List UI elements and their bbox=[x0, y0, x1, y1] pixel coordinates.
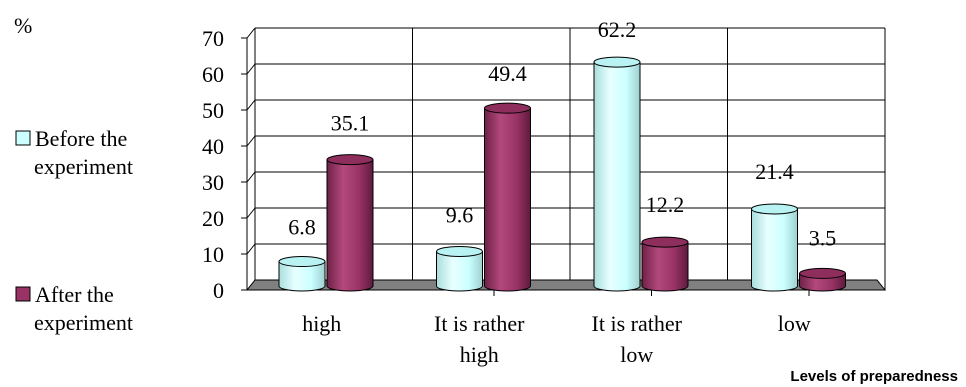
bar-top bbox=[641, 236, 689, 248]
y-axis: 0 10 20 30 40 50 60 70 bbox=[202, 26, 247, 303]
legend-label: After the bbox=[35, 282, 114, 307]
bar bbox=[751, 203, 798, 292]
bar bbox=[436, 245, 483, 292]
y-tick-label: 40 bbox=[202, 134, 224, 159]
bar-top bbox=[593, 56, 641, 68]
legend-label: experiment bbox=[34, 154, 133, 179]
y-tick-label: 70 bbox=[202, 26, 224, 51]
x-tick-label: high bbox=[302, 311, 341, 336]
data-label: 35.1 bbox=[331, 111, 370, 136]
x-tick-label: high bbox=[460, 342, 499, 367]
data-label: 12.2 bbox=[646, 192, 685, 217]
bar bbox=[484, 102, 531, 292]
bar-body bbox=[278, 261, 326, 292]
bar bbox=[593, 56, 641, 292]
y-tick-label: 20 bbox=[202, 206, 224, 231]
bar-body bbox=[326, 159, 374, 292]
data-label: 3.5 bbox=[809, 225, 837, 250]
data-label: 6.8 bbox=[288, 215, 316, 240]
bar bbox=[326, 154, 374, 292]
legend: Before the experiment After the experiment bbox=[15, 126, 133, 335]
x-tick-label: It is rather bbox=[434, 311, 525, 336]
bars bbox=[278, 56, 846, 292]
bar-body bbox=[751, 208, 798, 292]
gridline-h-side bbox=[246, 27, 256, 39]
x-tick-label: low bbox=[778, 311, 811, 336]
bar bbox=[799, 267, 846, 292]
data-label: 21.4 bbox=[755, 159, 794, 184]
gridline-h-side bbox=[246, 207, 256, 219]
bar bbox=[278, 256, 326, 292]
bar-body bbox=[436, 250, 483, 292]
legend-swatch bbox=[15, 286, 31, 302]
y-axis-unit-label: % bbox=[14, 13, 32, 38]
legend-label: experiment bbox=[34, 310, 133, 335]
bar-top bbox=[484, 102, 531, 114]
bar-top bbox=[436, 245, 483, 257]
x-tick-label: It is rather bbox=[592, 311, 683, 336]
bar-body bbox=[593, 61, 641, 292]
legend-swatch bbox=[15, 130, 31, 146]
x-axis-title: Levels of preparedness bbox=[790, 368, 958, 385]
y-tick-label: 10 bbox=[202, 242, 224, 267]
gridline-h-side bbox=[246, 171, 256, 183]
y-tick-label: 0 bbox=[213, 278, 224, 303]
gridline-h-side bbox=[246, 243, 256, 255]
legend-label: Before the bbox=[35, 126, 127, 151]
bar-top bbox=[326, 154, 374, 166]
bar-top bbox=[799, 267, 846, 279]
data-label: 49.4 bbox=[488, 61, 527, 86]
bar-top bbox=[751, 203, 798, 215]
bar-body bbox=[484, 107, 531, 292]
y-tick-label: 50 bbox=[202, 98, 224, 123]
x-axis: high It is rather high It is rather low low bbox=[302, 290, 811, 367]
plot-frame bbox=[245, 28, 887, 291]
data-labels: 6.8 35.1 9.6 49.4 62.2 12.2 21.4 3.5 bbox=[288, 17, 836, 250]
bar-body bbox=[641, 241, 689, 292]
bar bbox=[641, 236, 689, 292]
y-tick-label: 30 bbox=[202, 170, 224, 195]
y-tick-label: 60 bbox=[202, 62, 224, 87]
data-label: 62.2 bbox=[598, 17, 637, 42]
bar-top bbox=[278, 256, 326, 268]
x-tick-label: low bbox=[620, 342, 653, 367]
gridline-h-side bbox=[246, 99, 256, 111]
data-label: 9.6 bbox=[446, 202, 474, 227]
gridline-h-side bbox=[246, 135, 256, 147]
gridline-h-side bbox=[246, 63, 256, 75]
